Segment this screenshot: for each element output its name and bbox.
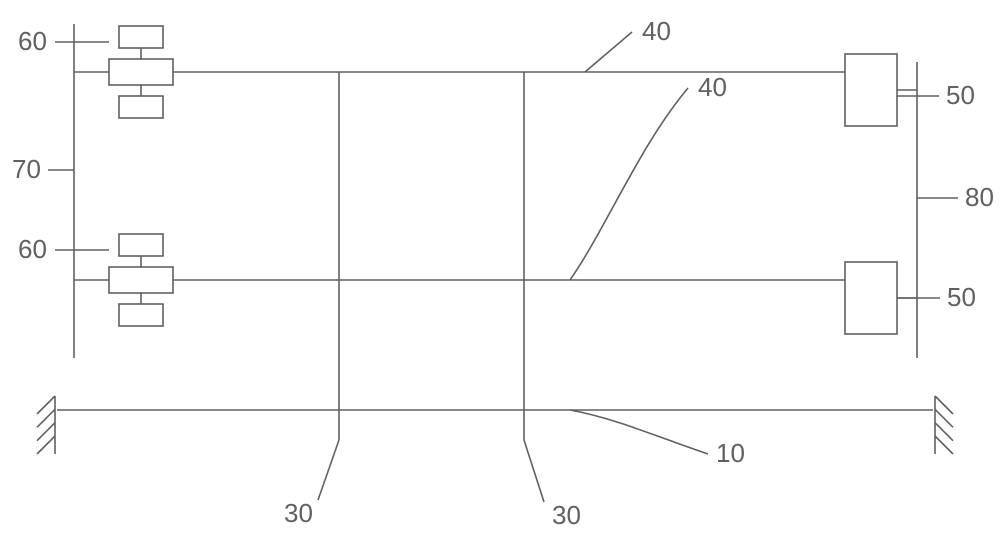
label-ref10: 10 — [716, 438, 745, 468]
label-ref50a: 50 — [946, 80, 975, 110]
wheel-assy-bot-wheel-top — [119, 234, 163, 256]
label-ref60a: 60 — [18, 26, 47, 56]
leader-ref30a — [318, 440, 339, 500]
wheel-assy-top-wheel-bot — [119, 96, 163, 118]
wheel-assy-top-wheel-top — [119, 26, 163, 48]
wheel-assy-bot-body — [109, 267, 173, 293]
wheel-assy-top-body — [109, 59, 173, 85]
right-block-top — [845, 54, 897, 126]
leader-ref30b — [524, 440, 544, 502]
label-ref30a: 30 — [284, 498, 313, 528]
wheel-assy-bot-wheel-bot — [119, 304, 163, 326]
right-block-bot — [845, 262, 897, 334]
label-ref80: 80 — [965, 182, 994, 212]
label-ref40a: 40 — [642, 16, 671, 46]
label-ref40b: 40 — [698, 72, 727, 102]
label-ref70: 70 — [12, 154, 41, 184]
label-ref30b: 30 — [552, 500, 581, 530]
leader-ref40b — [570, 88, 688, 280]
leader-ref10 — [570, 410, 708, 454]
label-ref50b: 50 — [947, 282, 976, 312]
leader-ref40a — [585, 32, 632, 72]
label-ref60b: 60 — [18, 234, 47, 264]
